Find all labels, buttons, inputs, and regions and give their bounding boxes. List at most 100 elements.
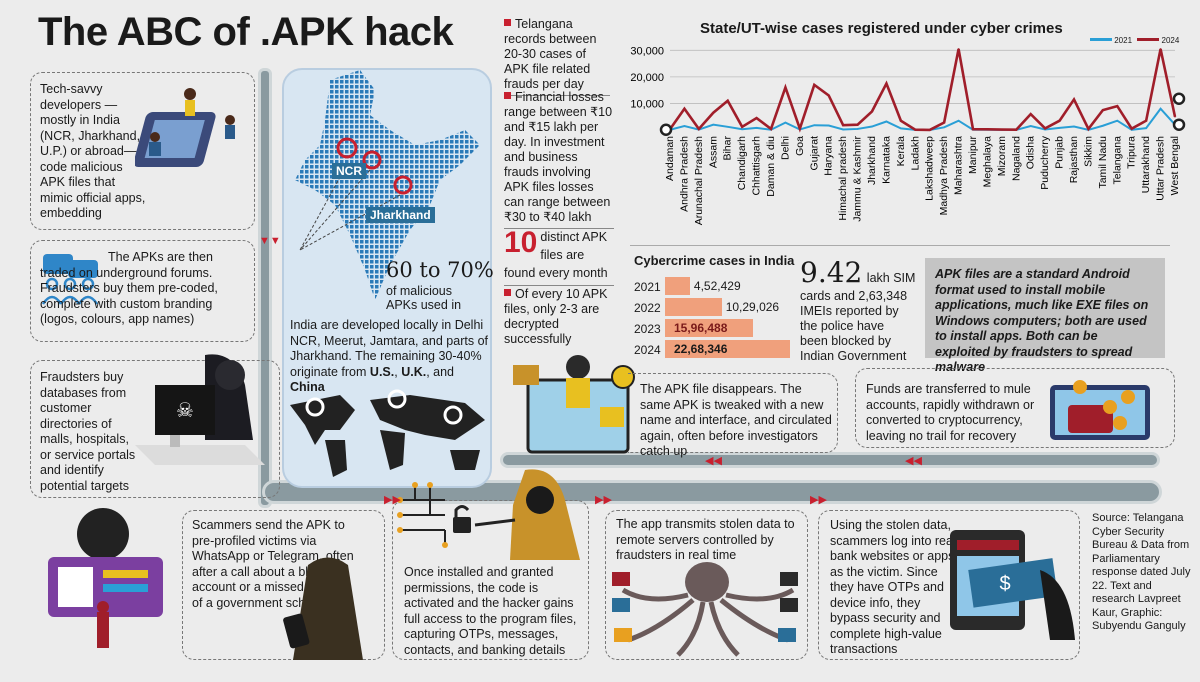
stat-ten: 10 distinct APK files are found every mo… <box>504 228 614 286</box>
wallet-coins-icon <box>1050 380 1150 440</box>
forum-people-icon <box>41 254 99 305</box>
data-point-2021 <box>1116 119 1119 122</box>
data-point-2024 <box>799 127 801 130</box>
step-8-box <box>855 368 1175 448</box>
data-point-2021 <box>871 125 873 128</box>
x-tick-label: Daman & diu <box>765 136 777 197</box>
data-point-2024 <box>1159 48 1162 50</box>
x-tick-label: Assam <box>707 136 719 168</box>
line-chart-title: State/UT-wise cases registered under cyb… <box>700 20 1063 37</box>
cyber-bars: 2021 4,52,429 2022 10,29,026 2023 15,96,488 20… <box>634 277 794 361</box>
data-point-2021 <box>1102 124 1104 127</box>
data-point-2024 <box>726 99 729 102</box>
x-tick-label: Andaman <box>664 136 676 181</box>
sim-number: 9.42 <box>800 256 863 289</box>
world-map-icon <box>290 389 485 477</box>
x-tick-label: Telangana <box>1111 136 1123 185</box>
data-point-2024 <box>842 124 844 127</box>
stat-telangana: Telangana records between 20-30 cases of… <box>504 17 610 96</box>
x-tick-label: Haryana <box>823 136 835 176</box>
sim-stat: 9.42 lakh SIM cards and 2,63,348 IMEIs r… <box>800 256 920 364</box>
cyber-row: 2024 22,68,346 <box>634 340 794 359</box>
data-point-2024 <box>770 128 772 130</box>
x-tick-label: Kerala <box>895 136 907 167</box>
data-point-2021 <box>943 126 945 129</box>
data-point-2024 <box>683 107 686 110</box>
step-1-text: Tech-savvy developers — mostly in India … <box>40 82 146 222</box>
arrow-marker: ▶▶ <box>810 494 827 506</box>
data-point-2021 <box>1145 127 1147 129</box>
x-tick-label: Manipur <box>967 135 979 173</box>
data-point-2024 <box>1130 127 1133 130</box>
source-credit: Source: Telangana Cyber Security Bureau … <box>1092 512 1191 632</box>
cyber-bar <box>665 277 690 295</box>
data-point-2024 <box>1116 105 1119 107</box>
x-tick-label: Jharkhand <box>866 136 878 185</box>
arrow-marker: ◀◀ <box>705 455 722 467</box>
map-uk: U.K. <box>401 364 427 379</box>
data-point-2024 <box>1058 119 1061 122</box>
data-point-2021 <box>1073 125 1075 128</box>
x-tick-label: Uttarakhand <box>1140 136 1152 193</box>
data-point-2024 <box>1073 98 1075 101</box>
step-6-text: The app transmits stolen data to remote … <box>616 517 795 562</box>
x-tick-label: Tamil Nadu <box>1097 136 1109 189</box>
data-point-2021 <box>885 120 888 123</box>
map-description: India are developed locally in Delhi NCR… <box>290 318 488 394</box>
data-point-2021 <box>683 125 686 127</box>
step-3-text: Fraudsters buy databases from customer d… <box>40 370 136 493</box>
data-point-2024 <box>712 111 715 114</box>
step-4-box <box>182 510 385 660</box>
data-point-2024 <box>1087 128 1090 130</box>
bullet-icon <box>504 19 511 26</box>
y-tick-label: 20,000 <box>630 72 664 84</box>
step-7-text: Using the stolen data, scammers log into… <box>830 518 956 656</box>
x-tick-label: Uttar Pradesh <box>1155 136 1167 201</box>
data-point-2024 <box>914 128 917 131</box>
step-5-box <box>392 500 589 660</box>
data-point-2024 <box>827 94 830 97</box>
step-5-text: Once installed and granted permissions, … <box>404 565 577 657</box>
x-tick-label: Puducherry <box>1039 135 1051 189</box>
sim-text1: lakh SIM <box>866 271 916 285</box>
apk-note-box: APK files are a standard Android format … <box>925 258 1165 374</box>
data-point-2021 <box>712 123 715 126</box>
data-point-2024 <box>755 117 758 119</box>
step-4-text: Scammers send the APK to pre-profiled vi… <box>192 518 354 610</box>
x-tick-label: Rajasthan <box>1068 136 1080 183</box>
x-tick-label: Meghalaya <box>981 136 993 188</box>
cyber-year: 2021 <box>634 280 661 294</box>
data-point-2021 <box>784 121 787 124</box>
x-tick-label: Mizoram <box>996 136 1008 177</box>
cyber-value: 4,52,429 <box>693 279 741 293</box>
map-description-text: India are developed locally in Delhi NCR… <box>290 318 488 379</box>
ten-text: distinct APK files are found every month <box>504 230 608 280</box>
map-percent-sub2: APKs used in <box>386 298 462 312</box>
stat-losses: Financial losses range between ₹10 and ₹… <box>504 90 614 229</box>
step-1-box <box>30 72 255 230</box>
x-tick-label: Chhattisgarh <box>751 136 763 196</box>
data-point-2021 <box>1159 107 1162 110</box>
path-horizontal-middle <box>500 452 1160 468</box>
ten-number: 10 <box>504 226 538 259</box>
cyber-year: 2022 <box>634 301 661 315</box>
data-point-2024 <box>871 110 873 113</box>
data-point-2021 <box>900 127 902 130</box>
svg-text:☠: ☠ <box>176 400 194 422</box>
bullet-icon <box>504 289 511 296</box>
data-point-2021 <box>957 119 960 122</box>
cyber-row: 2023 15,96,488 <box>634 319 794 338</box>
data-point-2024 <box>813 84 816 86</box>
arrow-marker: ▶▶ <box>595 494 612 506</box>
x-tick-label: Andhra Pradesh <box>678 136 690 212</box>
legend-2021: 2021 <box>1114 36 1133 45</box>
apk-note: APK files are a standard Android format … <box>935 267 1149 374</box>
data-point-2021 <box>1058 127 1061 129</box>
arrow-marker: ▶▶ <box>384 494 401 506</box>
cyber-bar <box>665 319 753 337</box>
legend-swatch-2021 <box>1090 38 1112 41</box>
x-tick-label: Ladakh <box>909 136 921 171</box>
data-point-2024 <box>972 128 974 131</box>
x-tick-label: Chandigarh <box>736 136 748 190</box>
